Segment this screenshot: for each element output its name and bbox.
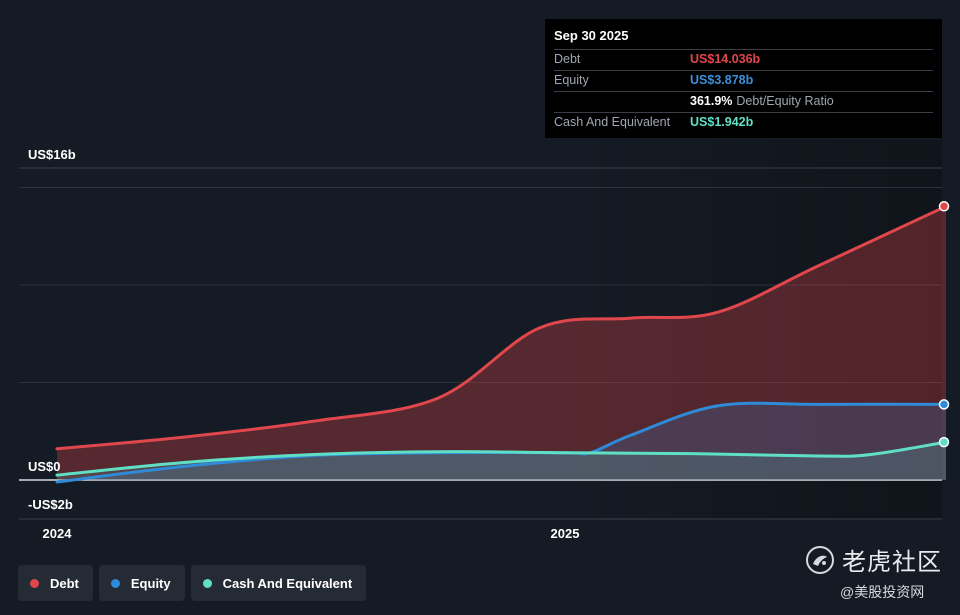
watermark: 老虎社区 @美股投资网 <box>800 540 950 606</box>
tooltip-equity-label: Equity <box>554 73 589 87</box>
legend-item-debt[interactable]: Debt <box>18 565 93 601</box>
chart-legend: Debt Equity Cash And Equivalent <box>18 565 367 601</box>
tooltip-row-cash: Cash And Equivalent US$1.942b <box>554 112 933 133</box>
y-tick-label-2: -US$2b <box>28 497 73 512</box>
tooltip-ratio-label: Debt/Equity Ratio <box>736 94 834 108</box>
tooltip-cash-label: Cash And Equivalent <box>554 115 671 129</box>
tooltip-debt-value: US$14.036b <box>690 52 761 66</box>
area-debt <box>57 206 946 480</box>
tooltip-ratio-value: 361.9% <box>690 94 733 108</box>
y-tick-label-1: US$0 <box>28 459 61 474</box>
future-shade <box>565 140 942 520</box>
legend-dot-equity <box>110 578 120 588</box>
area-cash-and-equivalent <box>57 442 946 480</box>
legend-dot-debt <box>30 578 39 588</box>
tooltip-debt-label: Debt <box>554 52 581 66</box>
watermark-title: 老虎社区 <box>842 549 942 576</box>
legend-label-cash: Cash And Equivalent <box>222 575 353 591</box>
tooltip-date: Sep 30 2025 <box>554 28 629 43</box>
tooltip-cash-value: US$1.942b <box>690 115 754 129</box>
tooltip-row-debt: Debt US$14.036b <box>554 49 933 70</box>
legend-item-cash[interactable]: Cash And Equivalent <box>190 565 367 601</box>
legend-item-equity[interactable]: Equity <box>98 565 185 601</box>
tooltip-panel: Sep 30 2025 Debt US$14.036b Equity US$3.… <box>545 19 942 138</box>
legend-dot-cash <box>202 578 212 588</box>
x-tick-label-1: 2025 <box>551 526 580 541</box>
end-point-debt <box>938 201 950 212</box>
watermark-subtitle: @美股投资网 <box>840 584 925 600</box>
y-tick-label-0: US$16b <box>28 147 76 162</box>
end-point-cash-and-equivalent <box>938 436 950 448</box>
tooltip-row-ratio: 361.9% Debt/Equity Ratio <box>554 91 933 112</box>
tooltip-row-equity: Equity US$3.878b <box>554 70 933 91</box>
area-equity <box>57 403 946 482</box>
legend-label-debt: Debt <box>50 575 79 591</box>
line-debt <box>55 204 948 451</box>
legend-label-equity: Equity <box>130 575 171 591</box>
tiger-logo-icon <box>806 546 834 574</box>
line-cash-and-equivalent <box>55 440 948 477</box>
tooltip-equity-value: US$3.878b <box>690 73 754 87</box>
x-tick-label-0: 2024 <box>43 526 73 541</box>
end-point-equity <box>938 399 950 410</box>
